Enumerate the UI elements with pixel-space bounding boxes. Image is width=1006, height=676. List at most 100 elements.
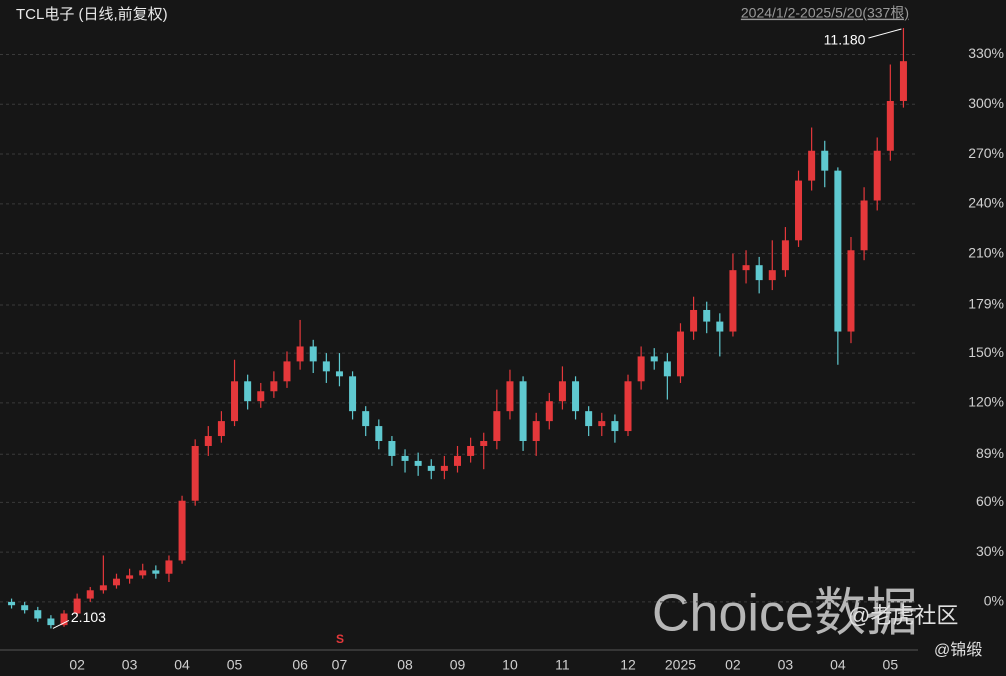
y-tick-label: 60% xyxy=(976,493,1004,509)
candle-body xyxy=(506,381,514,412)
candle-body xyxy=(532,421,540,442)
candle-body xyxy=(204,436,212,446)
candle-body xyxy=(427,465,435,471)
x-tick-label: 06 xyxy=(292,657,308,673)
y-tick-label: 120% xyxy=(968,394,1004,410)
y-tick-label: 0% xyxy=(984,593,1004,609)
candle-body xyxy=(217,421,225,437)
candle-body xyxy=(558,381,566,402)
x-tick-label: 07 xyxy=(332,657,348,673)
candle-body xyxy=(244,381,252,402)
candle-body xyxy=(60,613,68,626)
y-tick-label: 179% xyxy=(968,296,1004,312)
y-tick-label: 89% xyxy=(976,445,1004,461)
candle-body xyxy=(690,309,698,332)
candle-body xyxy=(676,331,684,377)
candle-body xyxy=(650,356,658,362)
watermark: @老虎社区 xyxy=(848,603,958,628)
candle-body xyxy=(309,346,317,362)
candle-body xyxy=(873,150,881,201)
x-tick-label: 04 xyxy=(174,657,190,673)
candle-body xyxy=(519,381,527,442)
candle-body xyxy=(467,445,475,456)
x-tick-label: 10 xyxy=(502,657,518,673)
candle-body xyxy=(47,618,55,626)
candle-body xyxy=(335,371,343,377)
candle-body xyxy=(231,381,239,422)
candle-body xyxy=(821,150,829,171)
candle-body xyxy=(703,309,711,322)
x-tick-label: 11 xyxy=(555,657,570,673)
candle-body xyxy=(270,381,278,392)
candle-body xyxy=(362,411,370,427)
candle-body xyxy=(899,61,907,101)
candle-body xyxy=(8,601,16,606)
candle-body xyxy=(375,426,383,442)
candle-body xyxy=(572,381,580,412)
x-tick-label: 12 xyxy=(620,657,636,673)
candle-body xyxy=(860,200,868,251)
candle-body xyxy=(755,265,763,281)
y-tick-label: 210% xyxy=(968,244,1004,260)
candle-body xyxy=(637,356,645,382)
x-tick-label: 03 xyxy=(122,657,138,673)
candle-body xyxy=(585,411,593,427)
candle-body xyxy=(296,346,304,362)
annotation-arrow xyxy=(52,619,70,629)
candle-body xyxy=(886,100,894,151)
y-tick-label: 270% xyxy=(968,145,1004,161)
signal-marker: S xyxy=(336,632,344,646)
watermark: @锦缎 xyxy=(934,641,982,659)
candle-body xyxy=(440,465,448,471)
y-tick-label: 150% xyxy=(968,344,1004,360)
y-tick-label: 240% xyxy=(968,195,1004,211)
x-tick-label: 02 xyxy=(69,657,85,673)
range-label: 2024/1/2-2025/5/20(337根) xyxy=(741,5,909,21)
high-label: 11.180 xyxy=(824,32,866,48)
candle-body xyxy=(663,361,671,377)
x-tick-label: 2025 xyxy=(665,657,696,673)
x-tick-label: 09 xyxy=(450,657,466,673)
candle-body xyxy=(401,455,409,461)
candle-body xyxy=(257,391,265,402)
candle-body xyxy=(847,250,855,332)
candle-body xyxy=(21,605,29,611)
candle-body xyxy=(480,441,488,446)
y-tick-label: 30% xyxy=(976,543,1004,559)
candle-body xyxy=(152,570,160,574)
candle-body xyxy=(283,361,291,382)
candle-body xyxy=(729,270,737,332)
candle-body xyxy=(808,150,816,181)
x-tick-label: 02 xyxy=(725,657,741,673)
candle-body xyxy=(388,441,396,456)
candle-body xyxy=(112,578,120,586)
x-tick-label: 04 xyxy=(830,657,846,673)
candle-body xyxy=(454,455,461,466)
candle-body xyxy=(716,321,724,332)
candle-body xyxy=(742,265,750,271)
candle-body xyxy=(322,361,330,372)
candle-body xyxy=(99,585,107,591)
x-tick-label: 05 xyxy=(883,657,899,673)
candle-body xyxy=(191,445,199,501)
candle-body xyxy=(165,560,173,574)
candle-body xyxy=(834,170,842,332)
candle-body xyxy=(178,500,186,561)
candle-body xyxy=(349,376,357,412)
candle-body xyxy=(795,180,803,241)
candle-body xyxy=(768,270,776,281)
x-tick-label: 08 xyxy=(397,657,413,673)
y-tick-label: 300% xyxy=(968,95,1004,111)
candle-body xyxy=(139,570,147,576)
low-label: 2.103 xyxy=(71,609,106,625)
x-tick-label: 03 xyxy=(778,657,794,673)
annotation-arrow xyxy=(868,28,902,39)
candle-body xyxy=(414,460,422,466)
watermark: Choice数据 xyxy=(652,585,918,643)
candle-body xyxy=(598,421,606,427)
candle-body xyxy=(624,381,632,432)
candle-body xyxy=(126,575,134,579)
